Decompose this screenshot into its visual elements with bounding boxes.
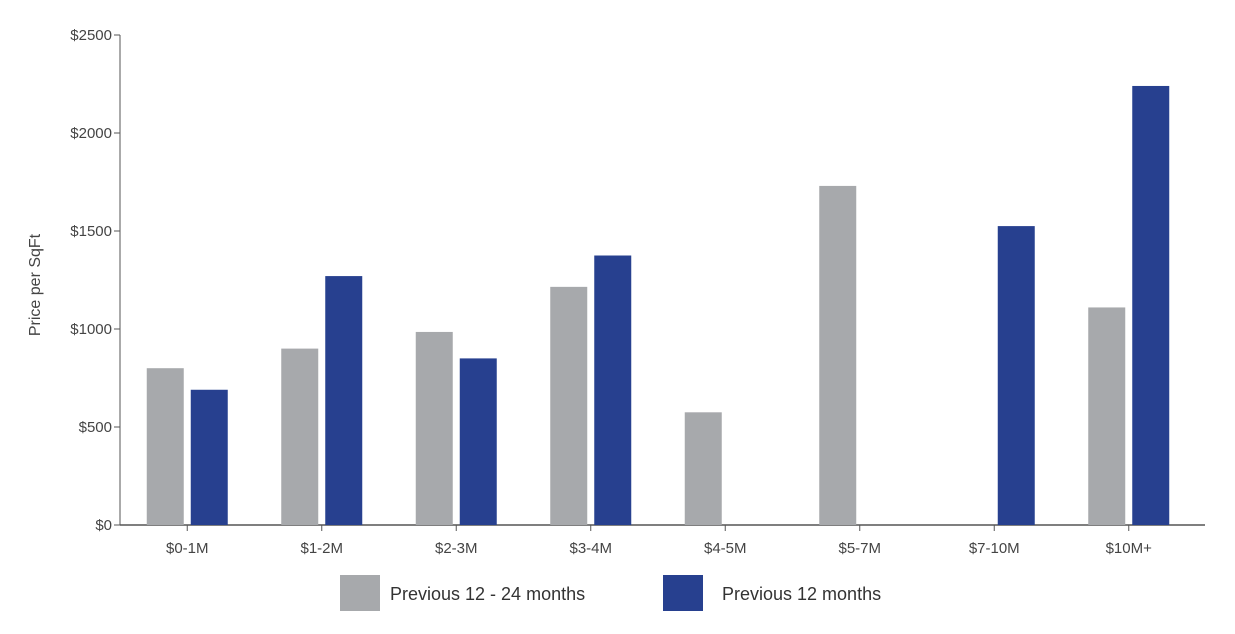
legend-label: Previous 12 - 24 months: [390, 584, 585, 604]
legend-swatch: [663, 575, 703, 611]
y-tick-label: $2500: [70, 27, 112, 44]
legend-label: Previous 12 months: [722, 584, 881, 604]
x-tick-label: $5-7M: [838, 540, 881, 557]
legend-swatch: [340, 575, 380, 611]
bars: [146, 85, 1170, 526]
bar-series-2: [997, 226, 1035, 525]
y-tick-label: $2000: [70, 125, 112, 142]
bar-series-1: [684, 412, 722, 525]
x-tick-label: $10M+: [1106, 540, 1153, 557]
bar-series-1: [146, 368, 184, 525]
y-axis: $0 $500 $1000 $1500 $2000 $2500: [70, 27, 121, 534]
bar-series-1: [550, 286, 588, 525]
y-tick-label: $1000: [70, 321, 112, 338]
y-axis-title: Price per SqFt: [27, 233, 44, 336]
x-tick-label: $2-3M: [435, 540, 478, 557]
y-tick-label: $1500: [70, 223, 112, 240]
x-tick-label: $3-4M: [569, 540, 612, 557]
bar-series-1: [819, 185, 857, 526]
bar-series-2: [190, 389, 228, 525]
x-axis: $0-1M $1-2M $2-3M $3-4M $4-5M $5-7M $7-10M $10M…: [120, 524, 1205, 557]
x-tick-label: $0-1M: [166, 540, 209, 557]
x-tick-label: $7-10M: [969, 540, 1020, 557]
bar-series-2: [325, 276, 363, 525]
bar-series-2: [459, 358, 497, 525]
x-tick-label: $1-2M: [300, 540, 343, 557]
x-tick-label: $4-5M: [704, 540, 747, 557]
y-tick-label: $0: [95, 517, 112, 534]
legend: Previous 12 - 24 months Previous 12 month…: [340, 575, 881, 611]
bar-series-1: [415, 331, 453, 525]
bar-series-2: [1132, 85, 1170, 526]
bar-series-1: [281, 348, 319, 525]
y-tick-label: $500: [79, 419, 112, 436]
bar-series-2: [594, 255, 632, 525]
bar-series-1: [1088, 307, 1126, 525]
